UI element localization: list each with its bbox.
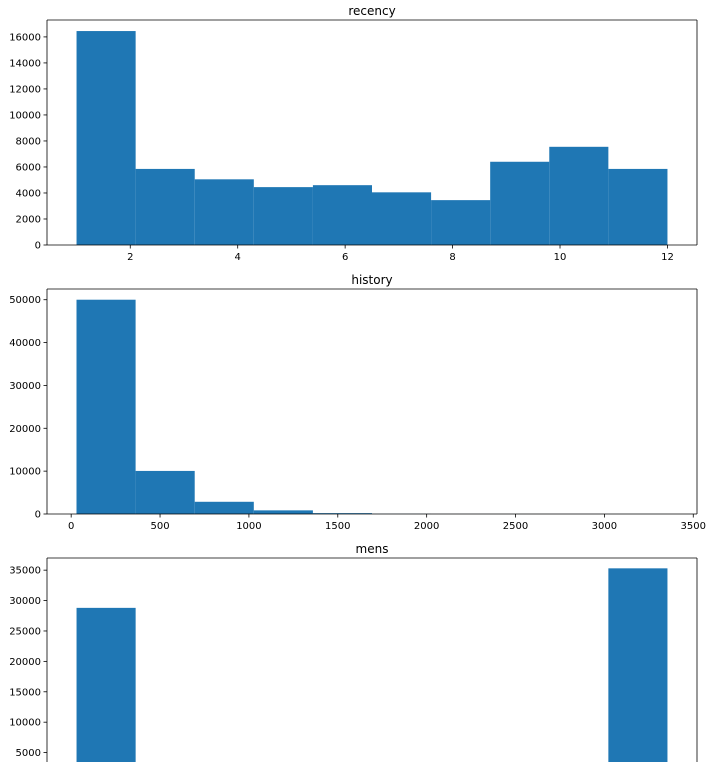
y-tick-label: 25000 bbox=[9, 626, 41, 637]
x-tick-label: 8 bbox=[449, 252, 455, 263]
y-tick-label: 5000 bbox=[16, 748, 41, 759]
x-tick-label: 3500 bbox=[681, 521, 706, 532]
y-tick-label: 0 bbox=[35, 510, 41, 521]
y-tick-label: 40000 bbox=[9, 338, 41, 349]
bar bbox=[608, 168, 668, 245]
bar bbox=[253, 510, 313, 514]
x-tick-label: 500 bbox=[150, 521, 169, 532]
y-tick-label: 8000 bbox=[16, 136, 41, 147]
chart-title: history bbox=[351, 273, 392, 287]
bar bbox=[135, 168, 195, 245]
x-tick-label: 4 bbox=[235, 252, 241, 263]
bar bbox=[312, 513, 372, 514]
y-tick-label: 30000 bbox=[9, 596, 41, 607]
bar bbox=[135, 470, 195, 514]
y-tick-label: 10000 bbox=[9, 467, 41, 478]
bars-mens bbox=[76, 568, 668, 762]
y-tick-label: 30000 bbox=[9, 381, 41, 392]
panel-recency: recency 2 4 6 8 10 12 0 2000 4000 6000 8000 10000 120… bbox=[9, 4, 698, 263]
y-tick-label: 12000 bbox=[9, 84, 41, 95]
bars-recency bbox=[76, 31, 668, 245]
x-tick-label: 12 bbox=[661, 252, 674, 263]
bar bbox=[76, 299, 136, 514]
x-tick-label: 0 bbox=[68, 521, 74, 532]
bars-history bbox=[76, 299, 668, 514]
panel-mens: mens 5000 10000 15000 20000 25000 30000 35000 bbox=[9, 542, 698, 762]
y-tick-label: 20000 bbox=[9, 657, 41, 668]
y-tick-label: 2000 bbox=[16, 214, 41, 225]
bar bbox=[76, 607, 136, 762]
panel-history: history 0 500 1000 1500 2000 2500 3000 3500 0 1000… bbox=[9, 273, 706, 532]
y-tick-label: 50000 bbox=[9, 295, 41, 306]
bar bbox=[194, 501, 254, 514]
bar bbox=[312, 185, 372, 245]
y-tick-label: 4000 bbox=[16, 188, 41, 199]
bar bbox=[490, 161, 550, 245]
x-tick-label: 2500 bbox=[503, 521, 528, 532]
y-tick-label: 10000 bbox=[9, 718, 41, 729]
y-tick-label: 10000 bbox=[9, 110, 41, 121]
bar bbox=[372, 192, 432, 245]
bar bbox=[549, 146, 609, 245]
y-tick-label: 35000 bbox=[9, 566, 41, 577]
y-tick-label: 6000 bbox=[16, 162, 41, 173]
x-tick-label: 1500 bbox=[325, 521, 350, 532]
x-tick-label: 1000 bbox=[236, 521, 261, 532]
chart-title: mens bbox=[356, 542, 389, 556]
x-tick-label: 2 bbox=[127, 252, 133, 263]
bar bbox=[76, 31, 136, 245]
y-tick-label: 15000 bbox=[9, 687, 41, 698]
bar bbox=[431, 200, 491, 245]
y-tick-label: 16000 bbox=[9, 32, 41, 43]
x-tick-label: 3000 bbox=[592, 521, 617, 532]
bar bbox=[253, 187, 313, 245]
chart-title: recency bbox=[348, 4, 395, 18]
y-tick-label: 0 bbox=[35, 241, 41, 252]
x-tick-label: 10 bbox=[554, 252, 567, 263]
bar bbox=[608, 568, 668, 762]
x-tick-label: 2000 bbox=[414, 521, 439, 532]
bar bbox=[194, 179, 254, 245]
x-tick-label: 6 bbox=[342, 252, 348, 263]
y-tick-label: 14000 bbox=[9, 58, 41, 69]
y-tick-label: 20000 bbox=[9, 424, 41, 435]
